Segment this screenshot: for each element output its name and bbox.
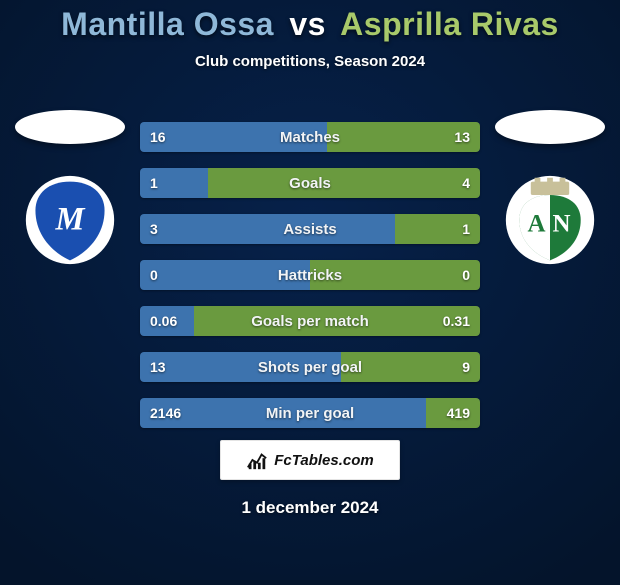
stat-value-b: 419 [447,398,470,428]
stat-value-a: 0 [150,260,158,290]
stat-row: Min per goal2146 419 [140,398,480,428]
stat-row: Hattricks0 0 [140,260,480,290]
svg-text:A: A [528,211,546,238]
stat-label: Hattricks [140,260,480,290]
stat-label: Shots per goal [140,352,480,382]
stat-label: Matches [140,122,480,152]
stat-label: Goals per match [140,306,480,336]
stat-value-b: 0.31 [443,306,470,336]
page-title: Mantilla Ossa vs Asprilla Rivas [0,0,620,43]
team-b-block: A N [490,110,610,268]
country-ellipse-a [15,110,125,144]
svg-text:N: N [553,211,571,238]
svg-text:M: M [54,202,85,238]
branding-text: FcTables.com [274,452,373,469]
stat-label: Goals [140,168,480,198]
stat-value-b: 4 [462,168,470,198]
team-a-crest: M [22,172,118,268]
stat-row: Goals per match0.06 0.31 [140,306,480,336]
stat-value-a: 16 [150,122,166,152]
player-b-name: Asprilla Rivas [340,6,559,42]
stat-row: Shots per goal13 9 [140,352,480,382]
stat-value-a: 3 [150,214,158,244]
branding-chart-icon [246,449,268,471]
date-text: 1 december 2024 [0,498,620,518]
stat-label: Assists [140,214,480,244]
comparison-bars: Matches1613Goals14Assists31Hattricks00Go… [140,122,480,444]
stat-row: Matches16 13 [140,122,480,152]
team-a-block: M [10,110,130,268]
stat-value-b: 0 [462,260,470,290]
country-ellipse-b [495,110,605,144]
stat-label: Min per goal [140,398,480,428]
stat-value-a: 0.06 [150,306,177,336]
subtitle: Club competitions, Season 2024 [0,53,620,70]
stat-row: Assists3 1 [140,214,480,244]
stat-value-a: 13 [150,352,166,382]
stat-value-b: 9 [462,352,470,382]
stat-row: Goals1 4 [140,168,480,198]
title-vs: vs [289,6,326,42]
player-a-name: Mantilla Ossa [61,6,274,42]
stat-value-a: 1 [150,168,158,198]
stat-value-b: 13 [454,122,470,152]
stat-value-b: 1 [462,214,470,244]
team-b-crest: A N [502,172,598,268]
stat-value-a: 2146 [150,398,181,428]
branding-badge: FcTables.com [220,440,400,480]
